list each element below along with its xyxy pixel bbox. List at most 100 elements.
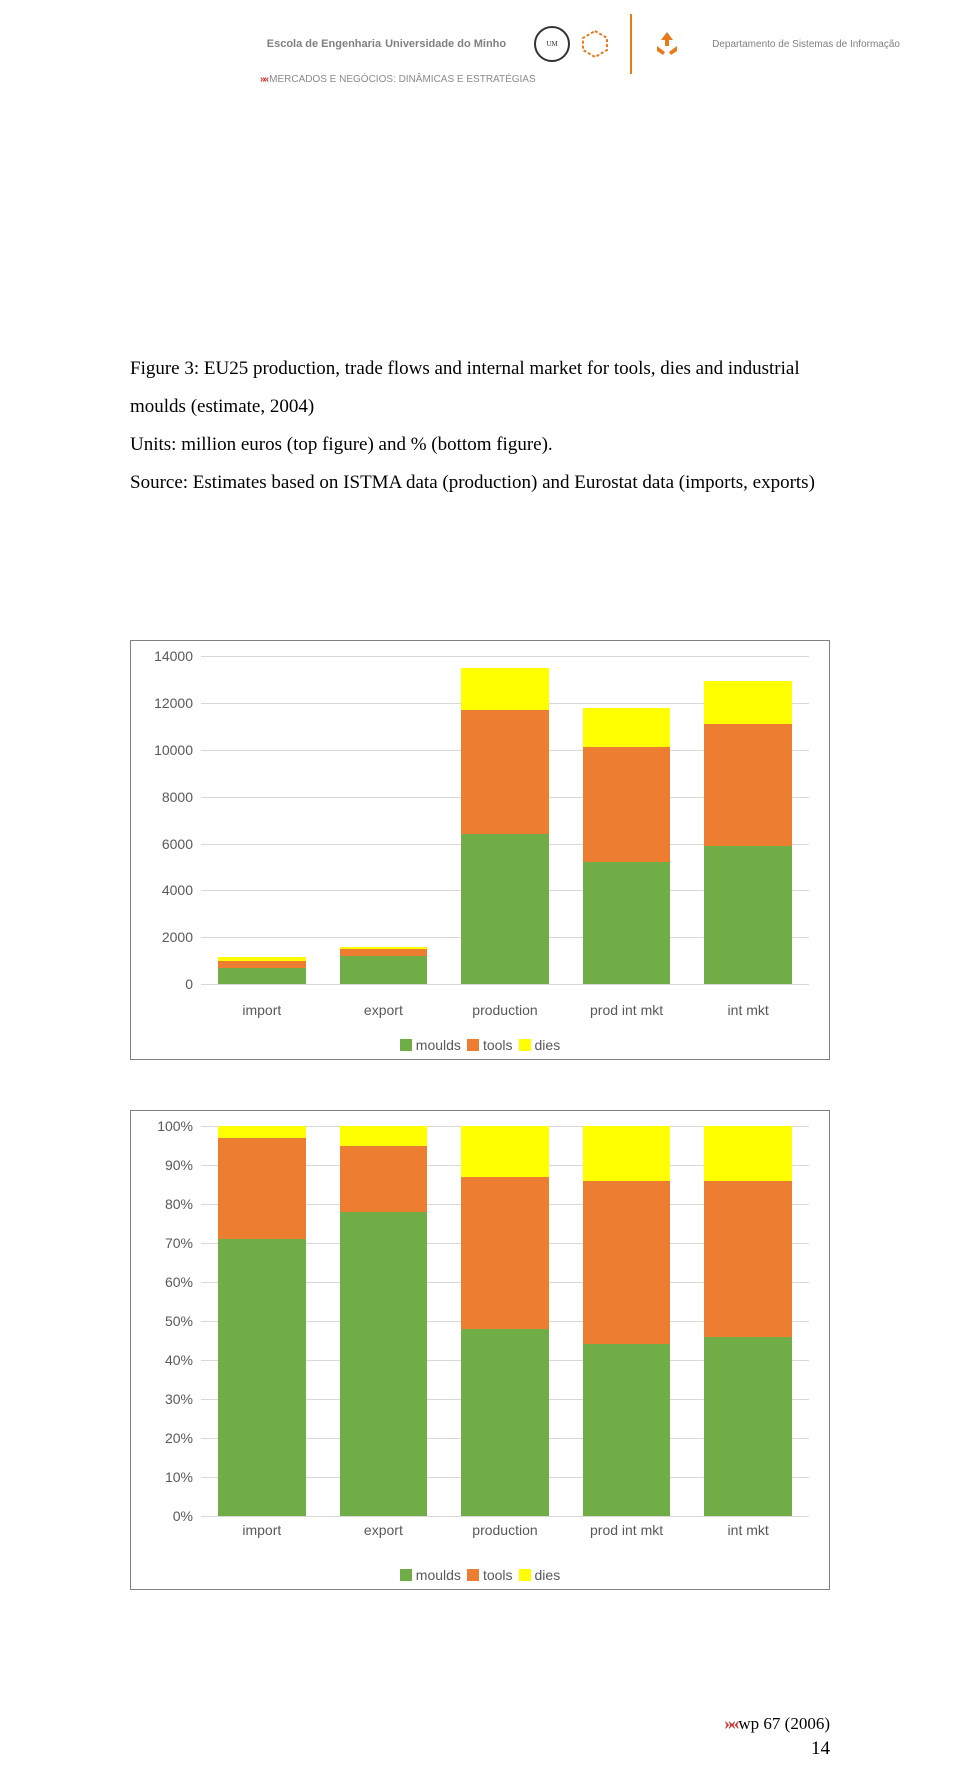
legend-item-dies: dies — [519, 1037, 561, 1053]
bar-int-mkt — [704, 681, 792, 985]
y-axis-label: 8000 — [162, 789, 193, 805]
x-axis-label: import — [242, 1002, 281, 1018]
bar-production — [461, 1126, 549, 1516]
segment-moulds — [340, 1212, 428, 1516]
y-axis-label: 70% — [165, 1235, 193, 1251]
segment-dies — [704, 681, 792, 724]
hexagon-logo-icon — [578, 27, 612, 61]
header-divider — [630, 14, 632, 74]
y-axis-label: 20% — [165, 1430, 193, 1446]
bars-container: importexportproductionprod int mktint mk… — [201, 1126, 809, 1516]
y-axis-label: 0% — [173, 1508, 193, 1524]
y-axis-label: 0 — [185, 976, 193, 992]
footer-ref: wp 67 (2006) — [738, 1714, 830, 1733]
bar-import — [218, 1126, 306, 1516]
caption-title: Figure 3: EU25 production, trade flows a… — [130, 358, 800, 417]
segment-tools — [218, 1138, 306, 1239]
bar-prod-int-mkt — [583, 1126, 671, 1516]
segment-tools — [704, 724, 792, 846]
bar-int-mkt — [704, 1126, 792, 1516]
segment-dies — [461, 1126, 549, 1177]
x-axis-label: production — [472, 1002, 537, 1018]
bar-slot: export — [323, 1126, 445, 1516]
segment-tools — [583, 1181, 671, 1345]
legend-item-dies: dies — [519, 1567, 561, 1583]
chevron-icon: »« — [724, 1713, 736, 1733]
bottom-chart-plot: 0%10%20%30%40%50%60%70%80%90%100%importe… — [201, 1126, 809, 1516]
school-name: Escola de Engenharia — [267, 38, 381, 50]
bar-export — [340, 947, 428, 985]
recycle-logo-icon — [650, 27, 684, 61]
bar-slot: production — [444, 1126, 566, 1516]
swatch-moulds — [400, 1569, 412, 1581]
segment-dies — [461, 668, 549, 710]
bottom-chart: 0%10%20%30%40%50%60%70%80%90%100%importe… — [130, 1110, 830, 1590]
segment-dies — [583, 708, 671, 748]
segment-tools — [461, 710, 549, 834]
x-axis-label: export — [364, 1522, 403, 1538]
y-axis-label: 40% — [165, 1352, 193, 1368]
bar-slot: import — [201, 1126, 323, 1516]
segment-moulds — [583, 1344, 671, 1516]
bar-slot: int mkt — [687, 656, 809, 996]
bar-production — [461, 668, 549, 985]
bar-slot: int mkt — [687, 1126, 809, 1516]
y-axis-label: 50% — [165, 1313, 193, 1329]
bar-slot: prod int mkt — [566, 1126, 688, 1516]
swatch-tools — [467, 1039, 479, 1051]
segment-moulds — [704, 1337, 792, 1516]
segment-moulds — [461, 834, 549, 984]
swatch-tools — [467, 1569, 479, 1581]
x-axis-label: export — [364, 1002, 403, 1018]
segment-moulds — [340, 956, 428, 984]
chevron-icon: »« — [260, 74, 267, 85]
segment-dies — [583, 1126, 671, 1181]
y-axis-label: 100% — [157, 1118, 193, 1134]
segment-tools — [340, 949, 428, 956]
x-axis-label: import — [242, 1522, 281, 1538]
university-name: Universidade do Minho — [385, 38, 506, 50]
page-header: Escola de Engenharia Universidade do Min… — [0, 20, 960, 85]
y-axis-label: 2000 — [162, 929, 193, 945]
bar-export — [340, 1126, 428, 1516]
x-axis-label: prod int mkt — [590, 1522, 663, 1538]
y-axis-label: 6000 — [162, 836, 193, 852]
y-axis-label: 10% — [165, 1469, 193, 1485]
university-seal-icon: UM — [534, 26, 570, 62]
bars-container: importexportproductionprod int mktint mk… — [201, 656, 809, 996]
y-axis-label: 14000 — [154, 648, 193, 664]
y-axis-label: 90% — [165, 1157, 193, 1173]
bar-import — [218, 957, 306, 984]
swatch-dies — [519, 1039, 531, 1051]
top-chart-legend: moulds tools dies — [131, 1037, 829, 1053]
segment-dies — [340, 1126, 428, 1146]
caption-source: Source: Estimates based on ISTMA data (p… — [130, 472, 815, 493]
legend-item-tools: tools — [467, 1037, 513, 1053]
top-chart: 02000400060008000100001200014000importex… — [130, 640, 830, 1060]
bar-slot: production — [444, 656, 566, 996]
legend-item-moulds: moulds — [400, 1037, 461, 1053]
segment-tools — [461, 1177, 549, 1329]
swatch-moulds — [400, 1039, 412, 1051]
segment-tools — [218, 961, 306, 968]
bar-slot: export — [323, 656, 445, 996]
segment-moulds — [218, 968, 306, 984]
y-axis-label: 60% — [165, 1274, 193, 1290]
y-axis-label: 12000 — [154, 695, 193, 711]
segment-tools — [583, 747, 671, 862]
series-title: »«MERCADOS E NEGÓCIOS: DINÂMICAS E ESTRA… — [260, 74, 900, 85]
x-axis-label: int mkt — [728, 1002, 769, 1018]
segment-moulds — [218, 1239, 306, 1516]
caption-units: Units: million euros (top figure) and % … — [130, 434, 553, 455]
x-axis-label: production — [472, 1522, 537, 1538]
x-axis-label: prod int mkt — [590, 1002, 663, 1018]
legend-item-moulds: moulds — [400, 1567, 461, 1583]
figure-caption: Figure 3: EU25 production, trade flows a… — [130, 350, 830, 502]
segment-moulds — [583, 862, 671, 984]
segment-tools — [340, 1146, 428, 1212]
segment-moulds — [461, 1329, 549, 1516]
bottom-chart-legend: moulds tools dies — [131, 1567, 829, 1583]
y-axis-label: 30% — [165, 1391, 193, 1407]
bar-slot: prod int mkt — [566, 656, 688, 996]
y-axis-label: 10000 — [154, 742, 193, 758]
